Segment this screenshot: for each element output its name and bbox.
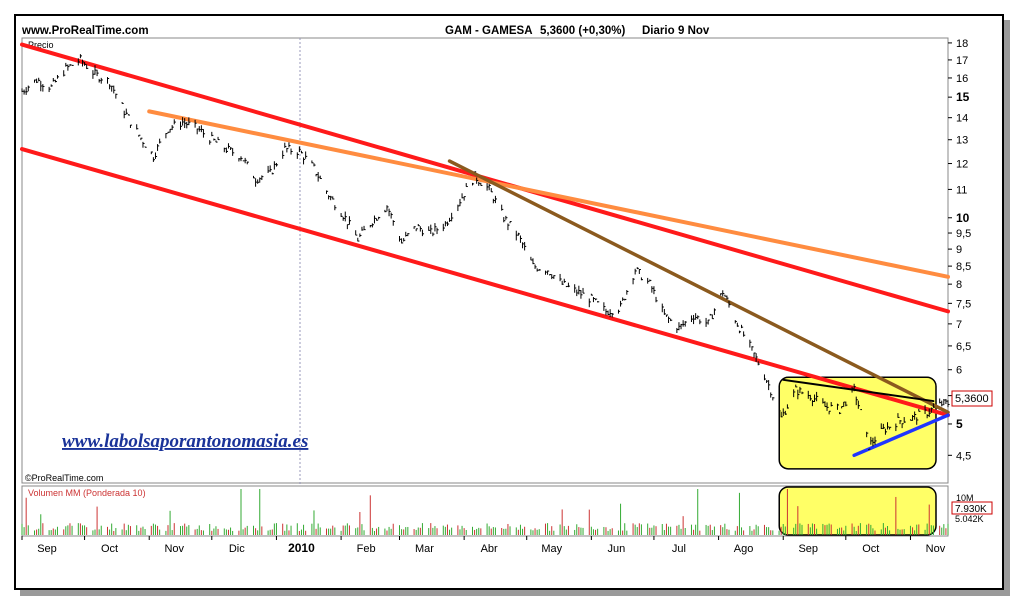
volume-last-value: 7.930K bbox=[955, 504, 987, 515]
x-tick-label: 2010 bbox=[288, 541, 315, 555]
watermark[interactable]: www.labolsaporantonomasia.es bbox=[62, 431, 308, 452]
y-tick-label: 17 bbox=[956, 55, 968, 67]
trendline-channel-lower bbox=[20, 147, 950, 418]
y-tick-label: 8 bbox=[956, 279, 962, 291]
y-tick-label: 6,5 bbox=[956, 341, 971, 353]
x-tick-label: Jun bbox=[607, 543, 625, 555]
instrument-label: GAM - GAMESA bbox=[445, 25, 533, 37]
y-tick-label: 8,5 bbox=[956, 261, 971, 273]
x-tick-label: Oct bbox=[862, 543, 879, 555]
x-tick-label: Ago bbox=[734, 543, 754, 555]
y-tick-label: 6 bbox=[956, 365, 962, 377]
y-tick-label: 10 bbox=[956, 211, 970, 225]
x-tick-label: Sep bbox=[798, 543, 818, 555]
x-tick-label: Dic bbox=[229, 543, 245, 555]
x-tick-label: Nov bbox=[926, 543, 946, 555]
y-tick-label: 5 bbox=[956, 417, 963, 431]
volume-last-tag bbox=[951, 501, 993, 515]
x-tick-label: Mar bbox=[415, 543, 434, 555]
y-tick-label: 9 bbox=[956, 244, 962, 256]
x-tick-label: Feb bbox=[357, 543, 376, 555]
price-panel-label: Precio bbox=[28, 40, 54, 50]
volume-secondary-value: 5.042K bbox=[955, 514, 984, 524]
period-label: Diario bbox=[642, 25, 675, 37]
price-bars bbox=[21, 54, 950, 451]
x-tick-label: Sep bbox=[37, 543, 57, 555]
y-tick-label: 7 bbox=[956, 319, 962, 331]
price-change-label: 5,3600 (+0,30%) bbox=[540, 25, 626, 37]
site-label[interactable]: www.ProRealTime.com bbox=[21, 25, 149, 37]
last-price-tag bbox=[951, 390, 993, 407]
y-tick-label: 18 bbox=[956, 38, 968, 50]
y-tick-label: 15 bbox=[956, 90, 970, 104]
x-axis: Sep Oct Nov Dic 2010 Feb Mar Abr May Jun Jul Ago Sep… bbox=[21, 536, 946, 555]
y-tick-label: 7,5 bbox=[956, 298, 971, 310]
trendline-brown bbox=[447, 159, 950, 415]
y-tick-label: 9,5 bbox=[956, 228, 971, 240]
x-tick-label: Jul bbox=[672, 543, 686, 555]
trendline-orange bbox=[147, 109, 950, 279]
y-tick-label: 12 bbox=[956, 159, 968, 171]
y-tick-label: 14 bbox=[956, 113, 968, 125]
credit-label: ©ProRealTime.com bbox=[25, 473, 103, 483]
price-y-axis: 4,555,566,577,588,599,510111213141516171… bbox=[948, 38, 971, 462]
y-tick-label: 11 bbox=[956, 184, 967, 196]
y-tick-label: 4,5 bbox=[956, 450, 971, 462]
x-tick-label: Oct bbox=[101, 543, 118, 555]
highlight-box-volume bbox=[778, 486, 937, 536]
last-price-value: 5,3600 bbox=[955, 393, 989, 405]
trendline-black-top bbox=[782, 378, 935, 403]
y-tick-label: 13 bbox=[956, 135, 968, 147]
y-tick-label: 16 bbox=[956, 73, 968, 85]
volume-bars bbox=[21, 486, 949, 536]
volume-axis-label: 10M bbox=[956, 493, 974, 503]
date-label: 9 Nov bbox=[678, 25, 710, 37]
x-tick-label: May bbox=[541, 543, 562, 555]
volume-panel-label: Volumen MM (Ponderada 10) bbox=[28, 488, 146, 498]
x-tick-label: Nov bbox=[164, 543, 184, 555]
x-tick-label: Abr bbox=[481, 543, 498, 555]
trendlines bbox=[20, 42, 950, 458]
